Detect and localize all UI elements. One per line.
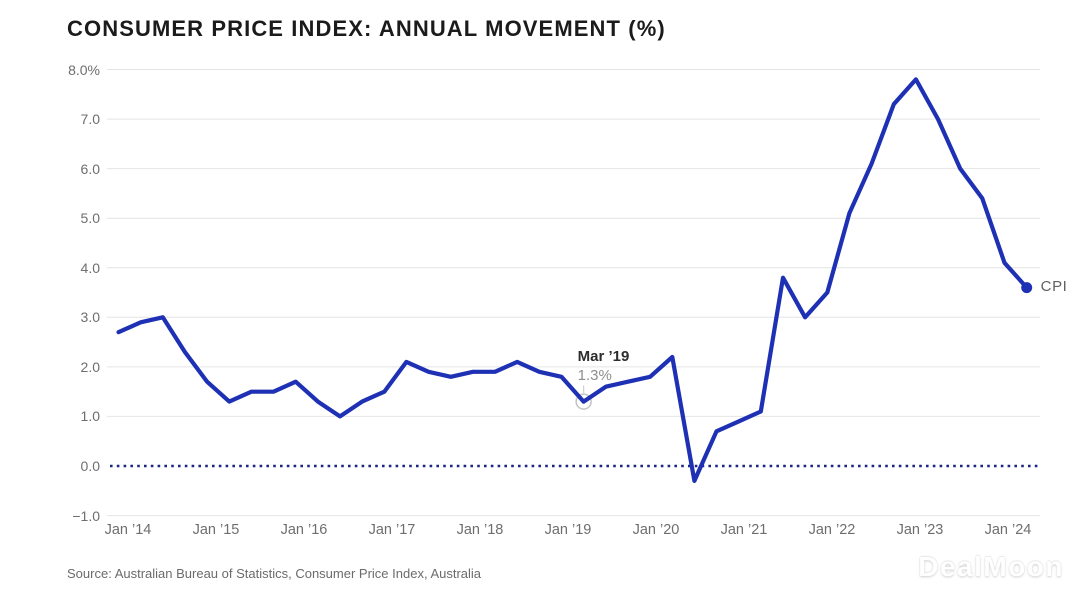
y-axis-tick-label: 1.0 [80, 408, 100, 425]
y-axis-tick-label: 4.0 [80, 259, 100, 276]
series-end-dot [1021, 282, 1033, 294]
y-axis-tick-label: 2.0 [80, 358, 100, 375]
chart-title: CONSUMER PRICE INDEX: ANNUAL MOVEMENT (%… [67, 16, 666, 41]
y-axis-tick-label: 7.0 [80, 111, 100, 128]
x-axis-tick-label: Jan ’22 [808, 522, 856, 538]
annotation-label: Mar ’19 [577, 347, 630, 365]
series-end-label: CPI [1040, 278, 1068, 296]
y-axis-tick-label: 0.0 [80, 458, 100, 474]
x-axis-tick-label: Jan ’18 [456, 522, 504, 538]
x-axis-tick-label: Jan ’19 [544, 522, 592, 538]
cpi-line [116, 77, 1029, 483]
source-text: Source: Australian Bureau of Statistics,… [67, 566, 482, 581]
y-axis-tick-label: 8.0% [68, 61, 100, 78]
y-axis-tick-label: 5.0 [80, 210, 100, 227]
x-axis-tick-label: Jan ’24 [984, 522, 1032, 538]
annotation-value: 1.3% [577, 366, 612, 384]
x-axis-tick-label: Jan ’20 [632, 522, 680, 538]
x-axis-tick-label: Jan ’16 [280, 522, 328, 538]
y-axis-tick-label: 6.0 [80, 160, 100, 177]
y-axis-tick-label: −1.0 [72, 507, 100, 524]
x-axis-labels: Jan ’14 Jan ’15 Jan ’16 Jan ’17 Jan ’18 Jan ’… [0, 522, 1080, 544]
x-axis-tick-label: Jan ’17 [368, 522, 416, 538]
y-axis-tick-label: 3.0 [80, 309, 100, 326]
x-axis-tick-label: Jan ’21 [720, 522, 768, 538]
x-axis-tick-label: Jan ’15 [192, 522, 240, 538]
y-axis-labels: 8.0% 7.0 6.0 5.0 4.0 3.0 2.0 1.0 0.0 −1.0 [0, 0, 100, 591]
watermark: DealMoon [918, 551, 1064, 582]
x-axis-tick-label: Jan ’23 [896, 522, 944, 538]
x-axis-tick-label: Jan ’14 [104, 522, 152, 538]
